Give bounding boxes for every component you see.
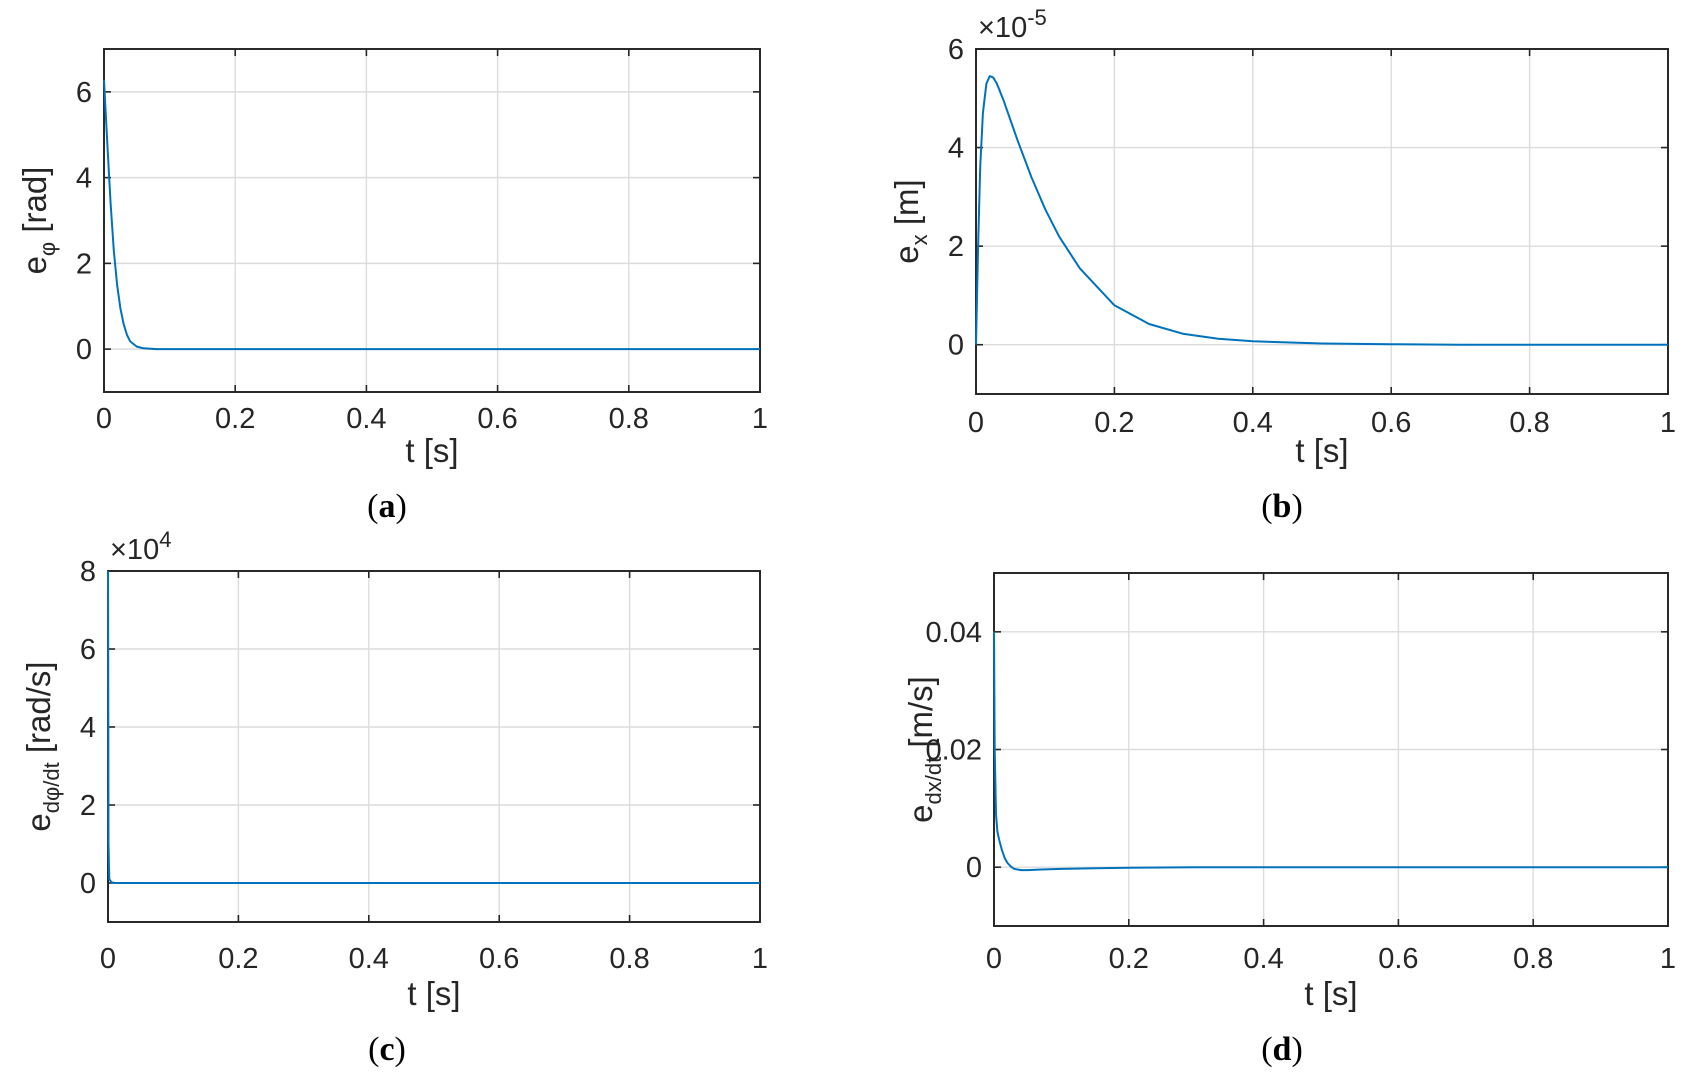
plot-area xyxy=(103,48,761,393)
y-axis-label: edx/dt [m/s] xyxy=(902,676,946,823)
x-tick-label: 1 xyxy=(752,403,768,435)
y-tick-label: 2 xyxy=(948,231,964,263)
x-tick-label: 0 xyxy=(986,943,1002,975)
x-tick-label: 0.6 xyxy=(1371,407,1411,439)
x-axis-label: t [s] xyxy=(1295,432,1348,469)
x-tick-label: 1 xyxy=(1660,943,1676,975)
plot-area xyxy=(975,48,1669,395)
x-tick-label: 0.4 xyxy=(1243,943,1283,975)
series-line xyxy=(975,75,1668,346)
y-exponent-label: ×10-5 xyxy=(978,5,1047,44)
x-tick-label: 0 xyxy=(96,403,112,435)
y-tick-label: 0 xyxy=(76,334,92,366)
x-tick-label: 0.8 xyxy=(609,943,649,975)
series-line xyxy=(993,631,1668,872)
y-tick-label: 8 xyxy=(80,556,96,588)
x-tick-label: 0.8 xyxy=(1509,407,1549,439)
y-tick-label: 0.04 xyxy=(926,617,982,649)
panel-d: 0 0.2 0.4 0.6 0.8 1 0 0.02 0.04 t [s] edx/dt [m/s]… xyxy=(902,572,1676,1068)
panel-b: 0 0.2 0.4 0.6 0.8 1 0 2 4 6 ×10-5 t [s] ex [m] (b) xyxy=(888,5,1676,525)
y-axis-label: ex [m] xyxy=(888,179,932,263)
y-tick-label: 0.02 xyxy=(926,735,982,767)
y-tick-label: 4 xyxy=(948,133,964,165)
x-tick-label: 0 xyxy=(968,407,984,439)
x-tick-label: 0.2 xyxy=(215,403,255,435)
plot-frame xyxy=(975,48,1669,395)
x-tick-label: 0.4 xyxy=(349,943,389,975)
y-axis-label: edφ/dt [rad/s] xyxy=(20,661,64,831)
x-tick-label: 1 xyxy=(1660,407,1676,439)
x-axis-label: t [s] xyxy=(1304,975,1357,1012)
panel-caption: (b) xyxy=(1261,488,1303,525)
x-tick-label: 0.6 xyxy=(1378,943,1418,975)
y-exponent-label: ×104 xyxy=(110,527,171,566)
panel-c: 0 0.2 0.4 0.6 0.8 1 0 2 4 6 8 ×104 t [s] edφ/dt [rad/… xyxy=(20,527,768,1068)
y-tick-label: 4 xyxy=(80,712,96,744)
y-tick-label: 2 xyxy=(76,248,92,280)
x-tick-label: 0.8 xyxy=(609,403,649,435)
y-tick-label: 6 xyxy=(948,34,964,66)
x-tick-label: 0.6 xyxy=(479,943,519,975)
plot-area xyxy=(107,570,761,923)
x-axis-label: t [s] xyxy=(405,432,458,469)
x-tick-label: 0.4 xyxy=(1233,407,1273,439)
panel-caption: (c) xyxy=(368,1031,406,1068)
panel-a: 0 0.2 0.4 0.6 0.8 1 0 2 4 6 t [s] eφ [rad] (a) xyxy=(16,48,768,525)
y-tick-label: 0 xyxy=(80,868,96,900)
x-tick-label: 0.2 xyxy=(1094,407,1134,439)
y-tick-label: 6 xyxy=(76,77,92,109)
series-line xyxy=(107,570,760,884)
x-tick-label: 0.4 xyxy=(346,403,386,435)
x-tick-label: 1 xyxy=(752,943,768,975)
y-tick-label: 4 xyxy=(76,163,92,195)
x-axis-label: t [s] xyxy=(407,975,460,1012)
y-tick-label: 2 xyxy=(80,790,96,822)
plot-frame xyxy=(103,48,761,393)
x-tick-label: 0.8 xyxy=(1513,943,1553,975)
panel-caption: (d) xyxy=(1261,1031,1303,1068)
y-tick-label: 6 xyxy=(80,634,96,666)
x-tick-label: 0.2 xyxy=(218,943,258,975)
x-tick-label: 0 xyxy=(100,943,116,975)
panel-caption: (a) xyxy=(367,488,407,525)
y-axis-label: eφ [rad] xyxy=(16,167,60,275)
x-tick-label: 0.2 xyxy=(1109,943,1149,975)
y-tick-label: 0 xyxy=(966,852,982,884)
x-tick-label: 0.6 xyxy=(477,403,517,435)
series-line xyxy=(103,79,760,351)
y-tick-label: 0 xyxy=(948,330,964,362)
